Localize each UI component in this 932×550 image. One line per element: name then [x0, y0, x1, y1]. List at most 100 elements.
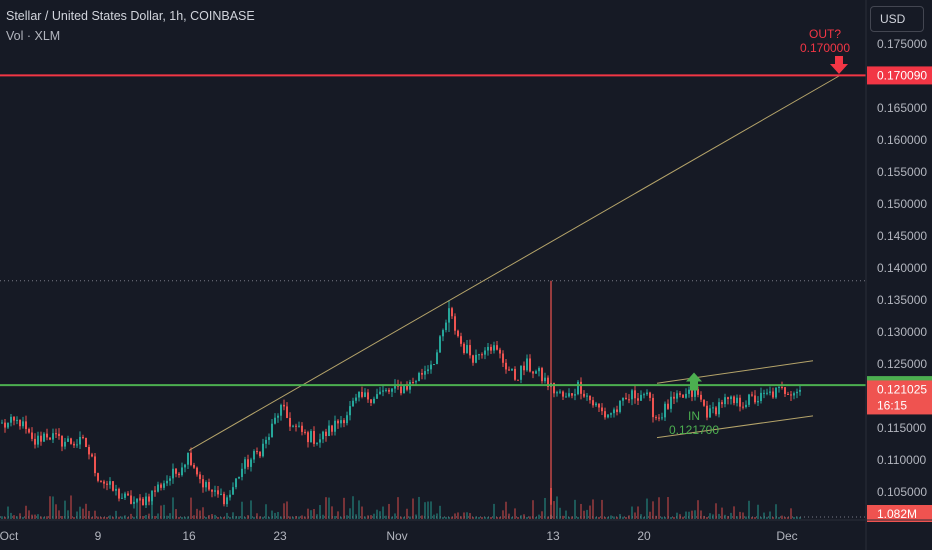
in-price: 0.121700 [668, 423, 720, 437]
volume-bar [265, 504, 267, 519]
candle-body [388, 389, 390, 392]
candle-body [217, 490, 219, 495]
candle-body [544, 377, 546, 382]
volume-bar [475, 516, 477, 519]
candle-body [40, 435, 42, 442]
symbol-title[interactable]: Stellar / United States Dollar, 1h, COIN… [6, 9, 255, 23]
candle-body [583, 393, 585, 397]
volume-bar [343, 497, 345, 519]
candle-body [451, 308, 453, 317]
candle-body [316, 442, 318, 444]
volume-bar [328, 497, 330, 519]
volume-indicator-label[interactable]: Vol · XLM [6, 29, 61, 43]
candle-body [31, 432, 33, 439]
candle-body [64, 441, 66, 447]
arrow-up-icon [686, 372, 702, 391]
volume-bar [19, 513, 21, 519]
candle-body [223, 493, 225, 505]
candle-body [355, 397, 357, 401]
volume-bar [736, 516, 738, 519]
volume-bar [772, 516, 774, 519]
candle-body [373, 398, 375, 403]
candle-body [280, 404, 282, 416]
candle-body [277, 415, 279, 418]
time-axis[interactable]: Oct 9 16 23 Nov 13 20 Dec [0, 519, 932, 543]
volume-bar [274, 512, 276, 519]
candle-body [70, 438, 72, 444]
candle-body [166, 480, 168, 484]
candle-body [745, 404, 747, 408]
candle-body [520, 365, 522, 380]
volume-bar [667, 497, 669, 519]
volume-bar [7, 506, 9, 519]
volume-bar [730, 512, 732, 519]
volume-bar [286, 501, 288, 519]
volume-bar [202, 507, 204, 519]
trendline[interactable] [188, 75, 840, 451]
volume-bar [421, 515, 423, 519]
candle-body [325, 431, 327, 436]
volume-bar [91, 516, 93, 519]
volume-bar [658, 497, 660, 519]
volume-bar [139, 497, 141, 519]
candle-body [646, 392, 648, 395]
candle-body [376, 394, 378, 399]
volume-bar [751, 517, 753, 519]
volume-bar [439, 505, 441, 519]
candle-body [691, 389, 693, 397]
candle-body [469, 345, 471, 356]
candle-body [244, 459, 246, 469]
x-tick-label: 13 [546, 529, 560, 543]
candle-body [664, 403, 666, 418]
volume-bar [469, 513, 471, 519]
volume-bar [412, 498, 414, 519]
trendline[interactable] [656, 415, 814, 439]
volume-bar [532, 500, 534, 519]
candle-body [475, 354, 477, 363]
price-axis[interactable]: 0.1750000.1700000.1650000.1600000.155000… [865, 0, 932, 550]
volume-bar [187, 516, 189, 519]
volume-bar [796, 516, 798, 519]
volume-bar [235, 516, 237, 519]
candle-body [229, 494, 231, 498]
currency-button[interactable]: USD [870, 6, 924, 32]
candle-body [58, 433, 60, 436]
candle-body [736, 397, 738, 404]
volume-bar [634, 512, 636, 519]
volume-bar [454, 513, 456, 519]
drawings[interactable] [0, 56, 866, 451]
candle-body [562, 391, 564, 397]
volume-bar [514, 508, 516, 519]
volume-bar [496, 516, 498, 519]
candle-body [268, 437, 270, 440]
candle-body [700, 394, 702, 400]
candle-body [778, 387, 780, 389]
volume-bar [484, 516, 486, 519]
candle-body [580, 381, 582, 394]
candle-body [61, 435, 63, 447]
volume-bar [472, 516, 474, 519]
candle-body [88, 447, 90, 455]
volume-bar [238, 516, 240, 519]
candle-body [568, 393, 570, 397]
gridlines [0, 280, 866, 518]
current-price-badge [867, 380, 932, 415]
volume-bar [676, 512, 678, 519]
candle-body [601, 407, 603, 412]
volume-bar [616, 516, 618, 519]
volume-bar [157, 513, 159, 519]
candle-body [187, 452, 189, 465]
trendline[interactable] [656, 360, 814, 384]
y-tick-label: 0.125000 [877, 357, 927, 371]
out-price: 0.170000 [799, 41, 851, 55]
volume-bar [670, 516, 672, 519]
candle-body [670, 396, 672, 409]
candle-body [715, 407, 717, 415]
volume-bar [478, 516, 480, 519]
candle-body [235, 478, 237, 488]
candle-body [748, 394, 750, 405]
volume-bar [727, 516, 729, 519]
volume-bar [67, 510, 69, 519]
